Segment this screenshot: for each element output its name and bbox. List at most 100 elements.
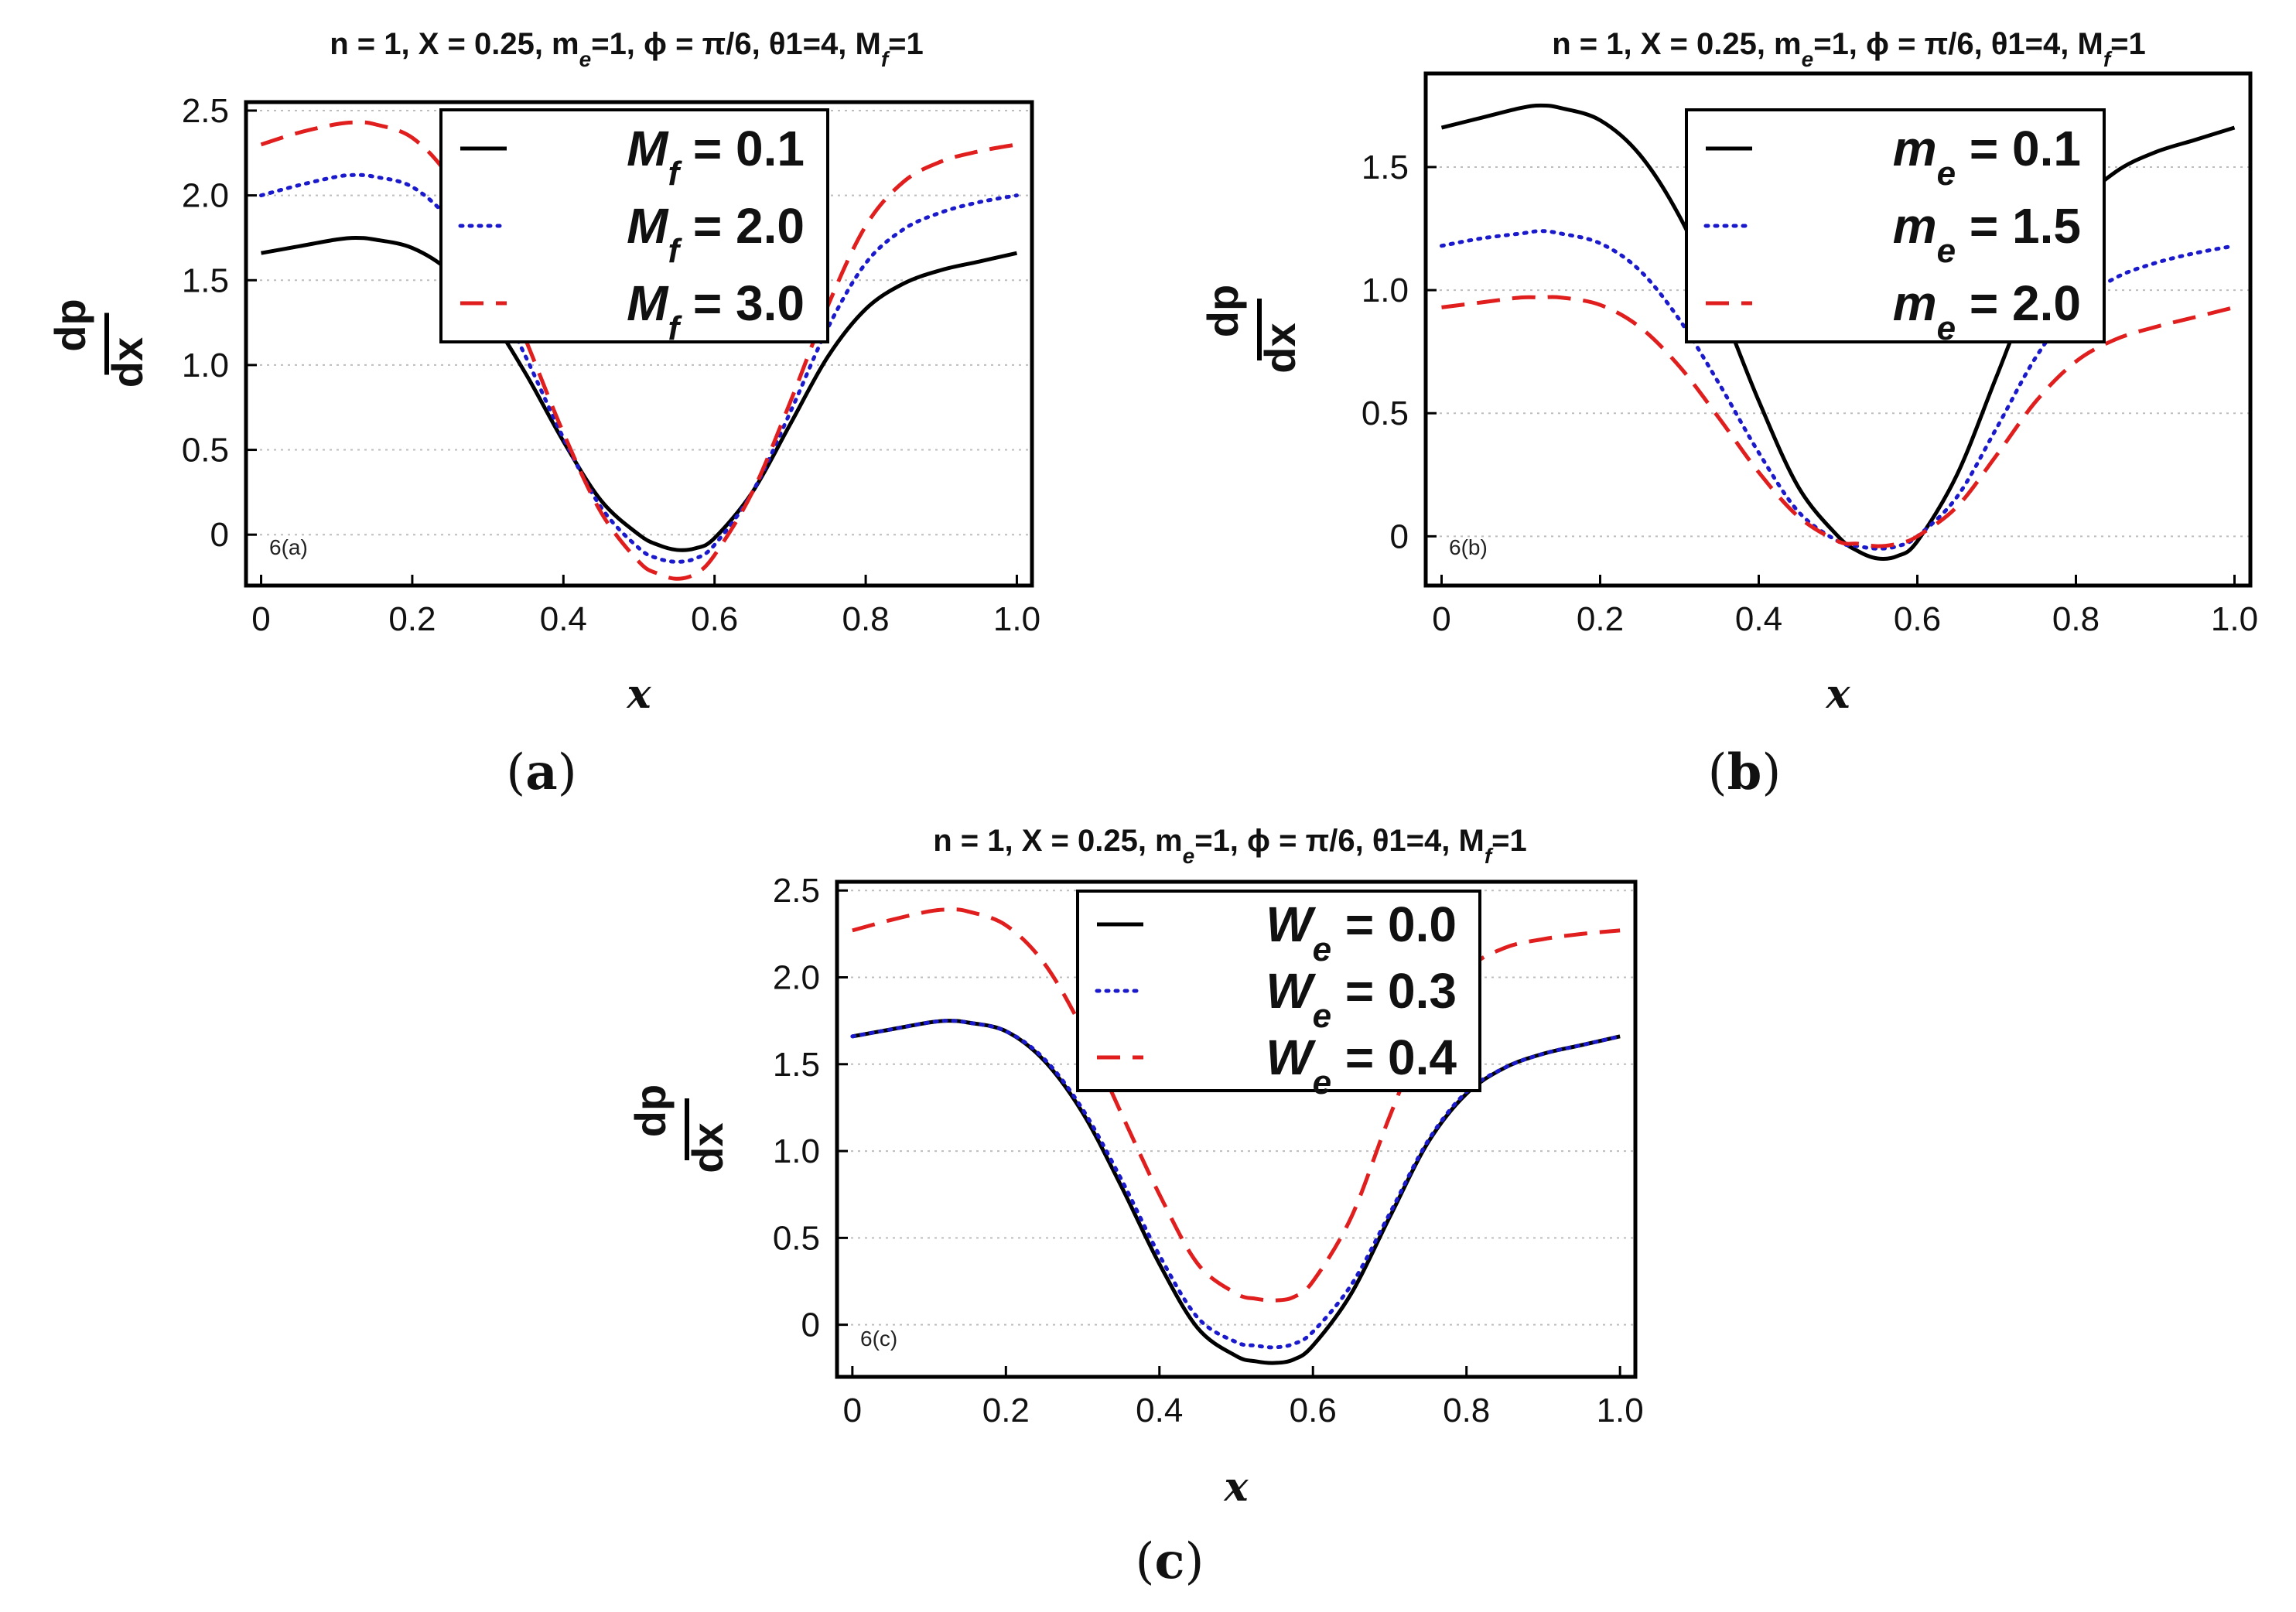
title-subscript: f (881, 47, 890, 71)
x-tick-label: 0 (251, 600, 270, 638)
caption-close: ) (1184, 1533, 1204, 1590)
legend-entry-2: We = 0.3 (1266, 963, 1457, 1035)
legend-subscript: e (1937, 155, 1956, 193)
plot-frame (835, 879, 1638, 1379)
legend-symbol: m (1893, 275, 1937, 331)
y-axis-label-numerator: dp (1198, 285, 1247, 337)
y-axis-label-denominator: dx (1256, 323, 1304, 373)
title-subscript: e (1802, 47, 1814, 71)
legend-box (1685, 108, 2106, 343)
y-tick-label: 0.5 (182, 432, 229, 470)
panel-caption: (b) (1708, 743, 1782, 801)
legend-value: = 0.4 (1331, 1030, 1457, 1085)
legend-symbol: W (1266, 897, 1316, 952)
legend-entry-3: me = 2.0 (1893, 275, 2081, 347)
y-tick-label: 1.0 (182, 347, 229, 384)
caption-close: ) (558, 744, 577, 801)
x-tick-label: 1.0 (993, 600, 1040, 638)
legend-value: = 3.0 (679, 275, 805, 331)
panel-annotation: 6(a) (269, 535, 308, 559)
x-tick-label: 0 (1432, 600, 1450, 638)
title-subscript: e (579, 47, 592, 71)
legend-value: = 1.5 (1956, 198, 2081, 254)
panel-title: n = 1, X = 0.25, me=1, ϕ = π/6, θ1=4, Mf… (330, 27, 924, 71)
title-part: =1, ϕ = π/6, θ1=4, M (1194, 824, 1485, 858)
legend-entry-2: Mf = 2.0 (627, 198, 805, 270)
y-tick-label: 2.0 (773, 959, 820, 997)
x-tick-label: 0.2 (1577, 600, 1624, 638)
x-tick-label: 0.6 (1290, 1392, 1337, 1429)
x-tick-label: 0.8 (842, 600, 889, 638)
y-tick-label: 1.5 (182, 261, 229, 299)
caption-letter: c (1155, 1532, 1185, 1590)
legend-entry-2: me = 1.5 (1893, 198, 2081, 270)
panel-annotation: 6(b) (1449, 535, 1488, 559)
title-part: =1, ϕ = π/6, θ1=4, M (591, 27, 881, 61)
caption-letter: b (1727, 743, 1762, 801)
legend-value: = 0.1 (1956, 121, 2081, 176)
panel-title: n = 1, X = 0.25, me=1, ϕ = π/6, θ1=4, Mf… (933, 824, 1527, 868)
x-axis-label: x (1223, 1463, 1249, 1511)
x-tick-label: 0.8 (1443, 1392, 1490, 1429)
legend-entry-1: We = 0.0 (1266, 897, 1457, 968)
y-tick-label: 0 (1390, 517, 1409, 555)
legend: me = 0.1me = 1.5me = 2.0 (1685, 108, 2106, 347)
chart-panel-c: 0 0.2 0.4 0.6 0.8 1.0 0 0.5 1.0 1.5 2.0 2.5 n = 1, X… (626, 824, 1644, 1590)
y-axis-label-denominator: dx (683, 1122, 732, 1173)
x-tick-label: 0.4 (540, 600, 587, 638)
plot-frame (244, 100, 1034, 588)
title-part: n = 1, X = 0.25, m (1552, 27, 1801, 61)
legend-symbol: M (627, 275, 669, 331)
y-axis-label-numerator: dp (626, 1084, 675, 1137)
y-tick-label: 0.5 (773, 1219, 820, 1257)
legend: Mf = 0.1Mf = 2.0Mf = 3.0 (439, 108, 829, 347)
caption-open: ( (506, 744, 525, 801)
x-tick-label: 0 (843, 1392, 862, 1429)
legend-value: = 2.0 (1956, 275, 2081, 331)
title-part: n = 1, X = 0.25, m (933, 824, 1182, 858)
panel-caption: (a) (506, 743, 576, 801)
x-axis-label: x (626, 671, 651, 718)
title-part: =1 (888, 27, 924, 61)
legend-entry-3: Mf = 3.0 (627, 275, 805, 347)
x-tick-label: 0.2 (982, 1392, 1030, 1429)
title-part: =1 (2110, 27, 2146, 61)
legend-value: = 0.3 (1331, 963, 1457, 1019)
x-tick-label: 0.6 (1894, 600, 1941, 638)
title-subscript: f (1485, 844, 1494, 868)
legend-symbol: m (1893, 198, 1937, 254)
y-tick-label: 0 (801, 1306, 820, 1344)
x-axis-label: x (1825, 671, 1850, 718)
title-part: n = 1, X = 0.25, m (330, 27, 579, 61)
legend-subscript: f (668, 155, 682, 193)
caption-letter: a (525, 743, 557, 801)
legend-entry-1: me = 0.1 (1893, 121, 2081, 193)
y-tick-label: 1.5 (1362, 149, 1409, 186)
x-tick-label: 0.4 (1136, 1392, 1183, 1429)
caption-open: ( (1136, 1533, 1155, 1590)
title-subscript: e (1183, 844, 1195, 868)
caption-close: ) (1761, 744, 1781, 801)
legend-entry-3: We = 0.4 (1266, 1030, 1457, 1101)
y-tick-label: 0 (210, 516, 229, 554)
x-tick-label: 0.8 (2052, 600, 2100, 638)
y-tick-label: 1.0 (773, 1132, 820, 1170)
y-axis-label-denominator: dx (103, 337, 152, 388)
chart-panel-b: 0 0.2 0.4 0.6 0.8 1.0 0 0.5 1.0 1.5 n = 1, X = 0.2… (1198, 27, 2258, 801)
legend-symbol: M (627, 121, 669, 176)
panel-caption: (c) (1136, 1532, 1204, 1590)
y-tick-label: 1.0 (1362, 272, 1409, 309)
x-tick-label: 1.0 (1597, 1392, 1644, 1429)
legend-subscript: f (668, 309, 682, 347)
legend-entry-1: Mf = 0.1 (627, 121, 805, 193)
legend-value: = 0.0 (1331, 897, 1457, 952)
x-tick-label: 0.4 (1735, 600, 1782, 638)
legend-symbol: M (627, 198, 669, 254)
panel-annotation: 6(c) (860, 1327, 897, 1351)
y-tick-label: 0.5 (1362, 394, 1409, 432)
x-tick-label: 1.0 (2211, 600, 2258, 638)
y-tick-label: 2.5 (773, 872, 820, 910)
legend-value: = 2.0 (679, 198, 805, 254)
series-line-2 (850, 1019, 1622, 1350)
